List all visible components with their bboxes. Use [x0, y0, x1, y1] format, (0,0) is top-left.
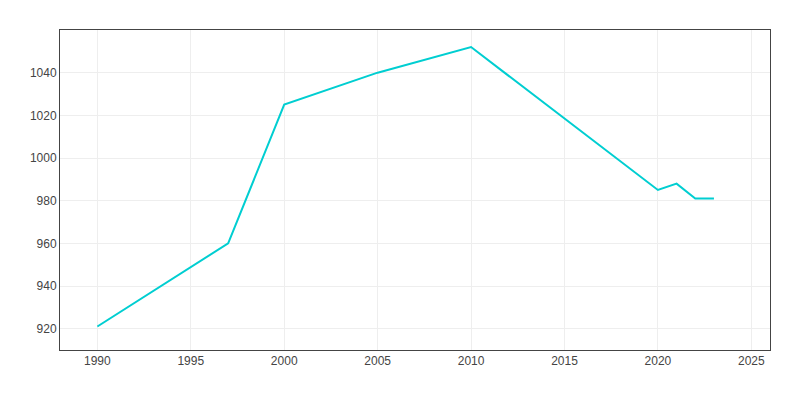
svg-text:1995: 1995: [177, 354, 204, 368]
svg-text:960: 960: [37, 237, 57, 251]
svg-text:1000: 1000: [30, 151, 57, 165]
svg-text:2015: 2015: [551, 354, 578, 368]
svg-text:1990: 1990: [84, 354, 111, 368]
svg-text:1020: 1020: [30, 109, 57, 123]
svg-text:920: 920: [37, 322, 57, 336]
svg-text:2025: 2025: [738, 354, 765, 368]
svg-text:2005: 2005: [364, 354, 391, 368]
svg-text:1040: 1040: [30, 66, 57, 80]
svg-text:2010: 2010: [458, 354, 485, 368]
svg-text:940: 940: [37, 279, 57, 293]
svg-text:2000: 2000: [271, 354, 298, 368]
svg-text:2020: 2020: [645, 354, 672, 368]
svg-text:980: 980: [37, 194, 57, 208]
